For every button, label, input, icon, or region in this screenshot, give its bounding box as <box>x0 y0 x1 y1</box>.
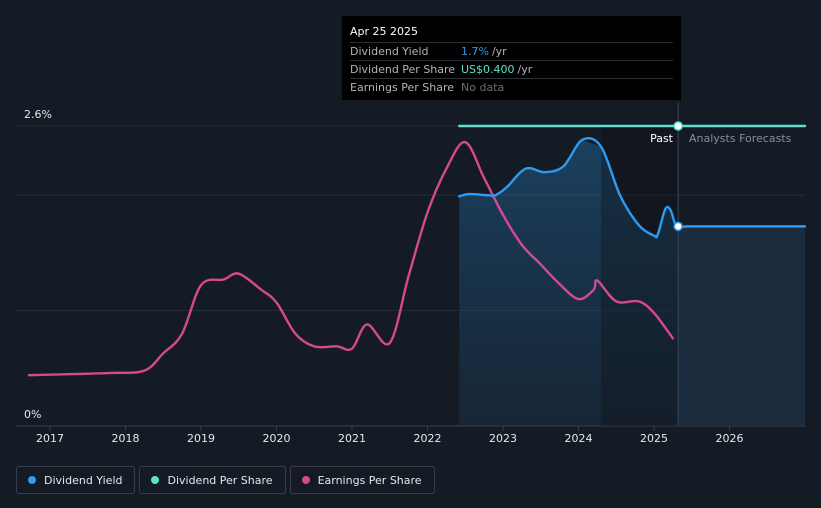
tooltip-row-dividend-per-share: Dividend Per Share US$0.400 /yr <box>350 60 673 78</box>
y-axis: 2.6% 0% <box>24 108 52 421</box>
recent-shade-band <box>601 126 679 426</box>
series-markers <box>673 121 683 232</box>
legend-dot-icon <box>151 476 160 484</box>
tooltip-value: US$0.400 <box>461 63 515 76</box>
tooltip-value: No data <box>461 81 505 94</box>
x-tick-label: 2026 <box>715 432 743 445</box>
past-label: Past <box>650 132 674 145</box>
x-tick-label: 2017 <box>36 432 64 445</box>
dividend-yield-area <box>459 139 679 426</box>
x-tick-label: 2022 <box>413 432 441 445</box>
y-max-label: 2.6% <box>24 108 52 121</box>
forecast-label: Analysts Forecasts <box>689 132 792 145</box>
legend-dot-icon <box>301 476 310 484</box>
x-tick-label: 2024 <box>564 432 592 445</box>
legend: Dividend Yield Dividend Per Share Earnin… <box>16 466 435 494</box>
tooltip-unit: /yr <box>491 45 507 58</box>
legend-item-earnings-per-share[interactable]: Earnings Per Share <box>289 466 435 494</box>
legend-label: Dividend Per Share <box>167 473 273 487</box>
tooltip-label: Dividend Yield <box>350 45 429 58</box>
tooltip-label: Earnings Per Share <box>350 81 455 94</box>
tooltip-row-dividend-yield: Dividend Yield 1.7% /yr <box>350 42 673 60</box>
y-min-label: 0% <box>24 408 41 421</box>
forecast-area <box>678 226 805 426</box>
earnings-per-share-line <box>27 140 675 377</box>
tooltip-unit: /yr <box>517 63 533 76</box>
x-tick-label: 2019 <box>187 432 215 445</box>
x-tick-label: 2020 <box>262 432 290 445</box>
x-tick-label: 2023 <box>489 432 517 445</box>
tooltip-label: Dividend Per Share <box>350 63 456 76</box>
series-marker <box>673 221 683 232</box>
series-marker <box>673 121 683 131</box>
tooltip-row-earnings-per-share: Earnings Per Share No data <box>350 78 673 96</box>
x-tick-label: 2018 <box>111 432 139 445</box>
x-axis: 2017 2018 2019 2020 2021 2022 2023 2024 2025 2026 <box>36 426 743 445</box>
forecast-shading <box>459 102 805 426</box>
x-tick-label: 2025 <box>640 432 668 445</box>
legend-item-dividend-yield[interactable]: Dividend Yield <box>16 466 136 494</box>
tooltip-date: Apr 25 2025 <box>350 25 419 38</box>
hover-tooltip: Apr 25 2025 Dividend Yield 1.7% /yr Divi… <box>342 16 681 100</box>
legend-label: Dividend Yield <box>44 473 123 487</box>
legend-dot-icon <box>28 476 36 484</box>
legend-label: Earnings Per Share <box>317 473 422 487</box>
legend-item-dividend-per-share[interactable]: Dividend Per Share <box>139 466 286 494</box>
tooltip-value: 1.7% <box>461 45 489 58</box>
x-tick-label: 2021 <box>338 432 366 445</box>
